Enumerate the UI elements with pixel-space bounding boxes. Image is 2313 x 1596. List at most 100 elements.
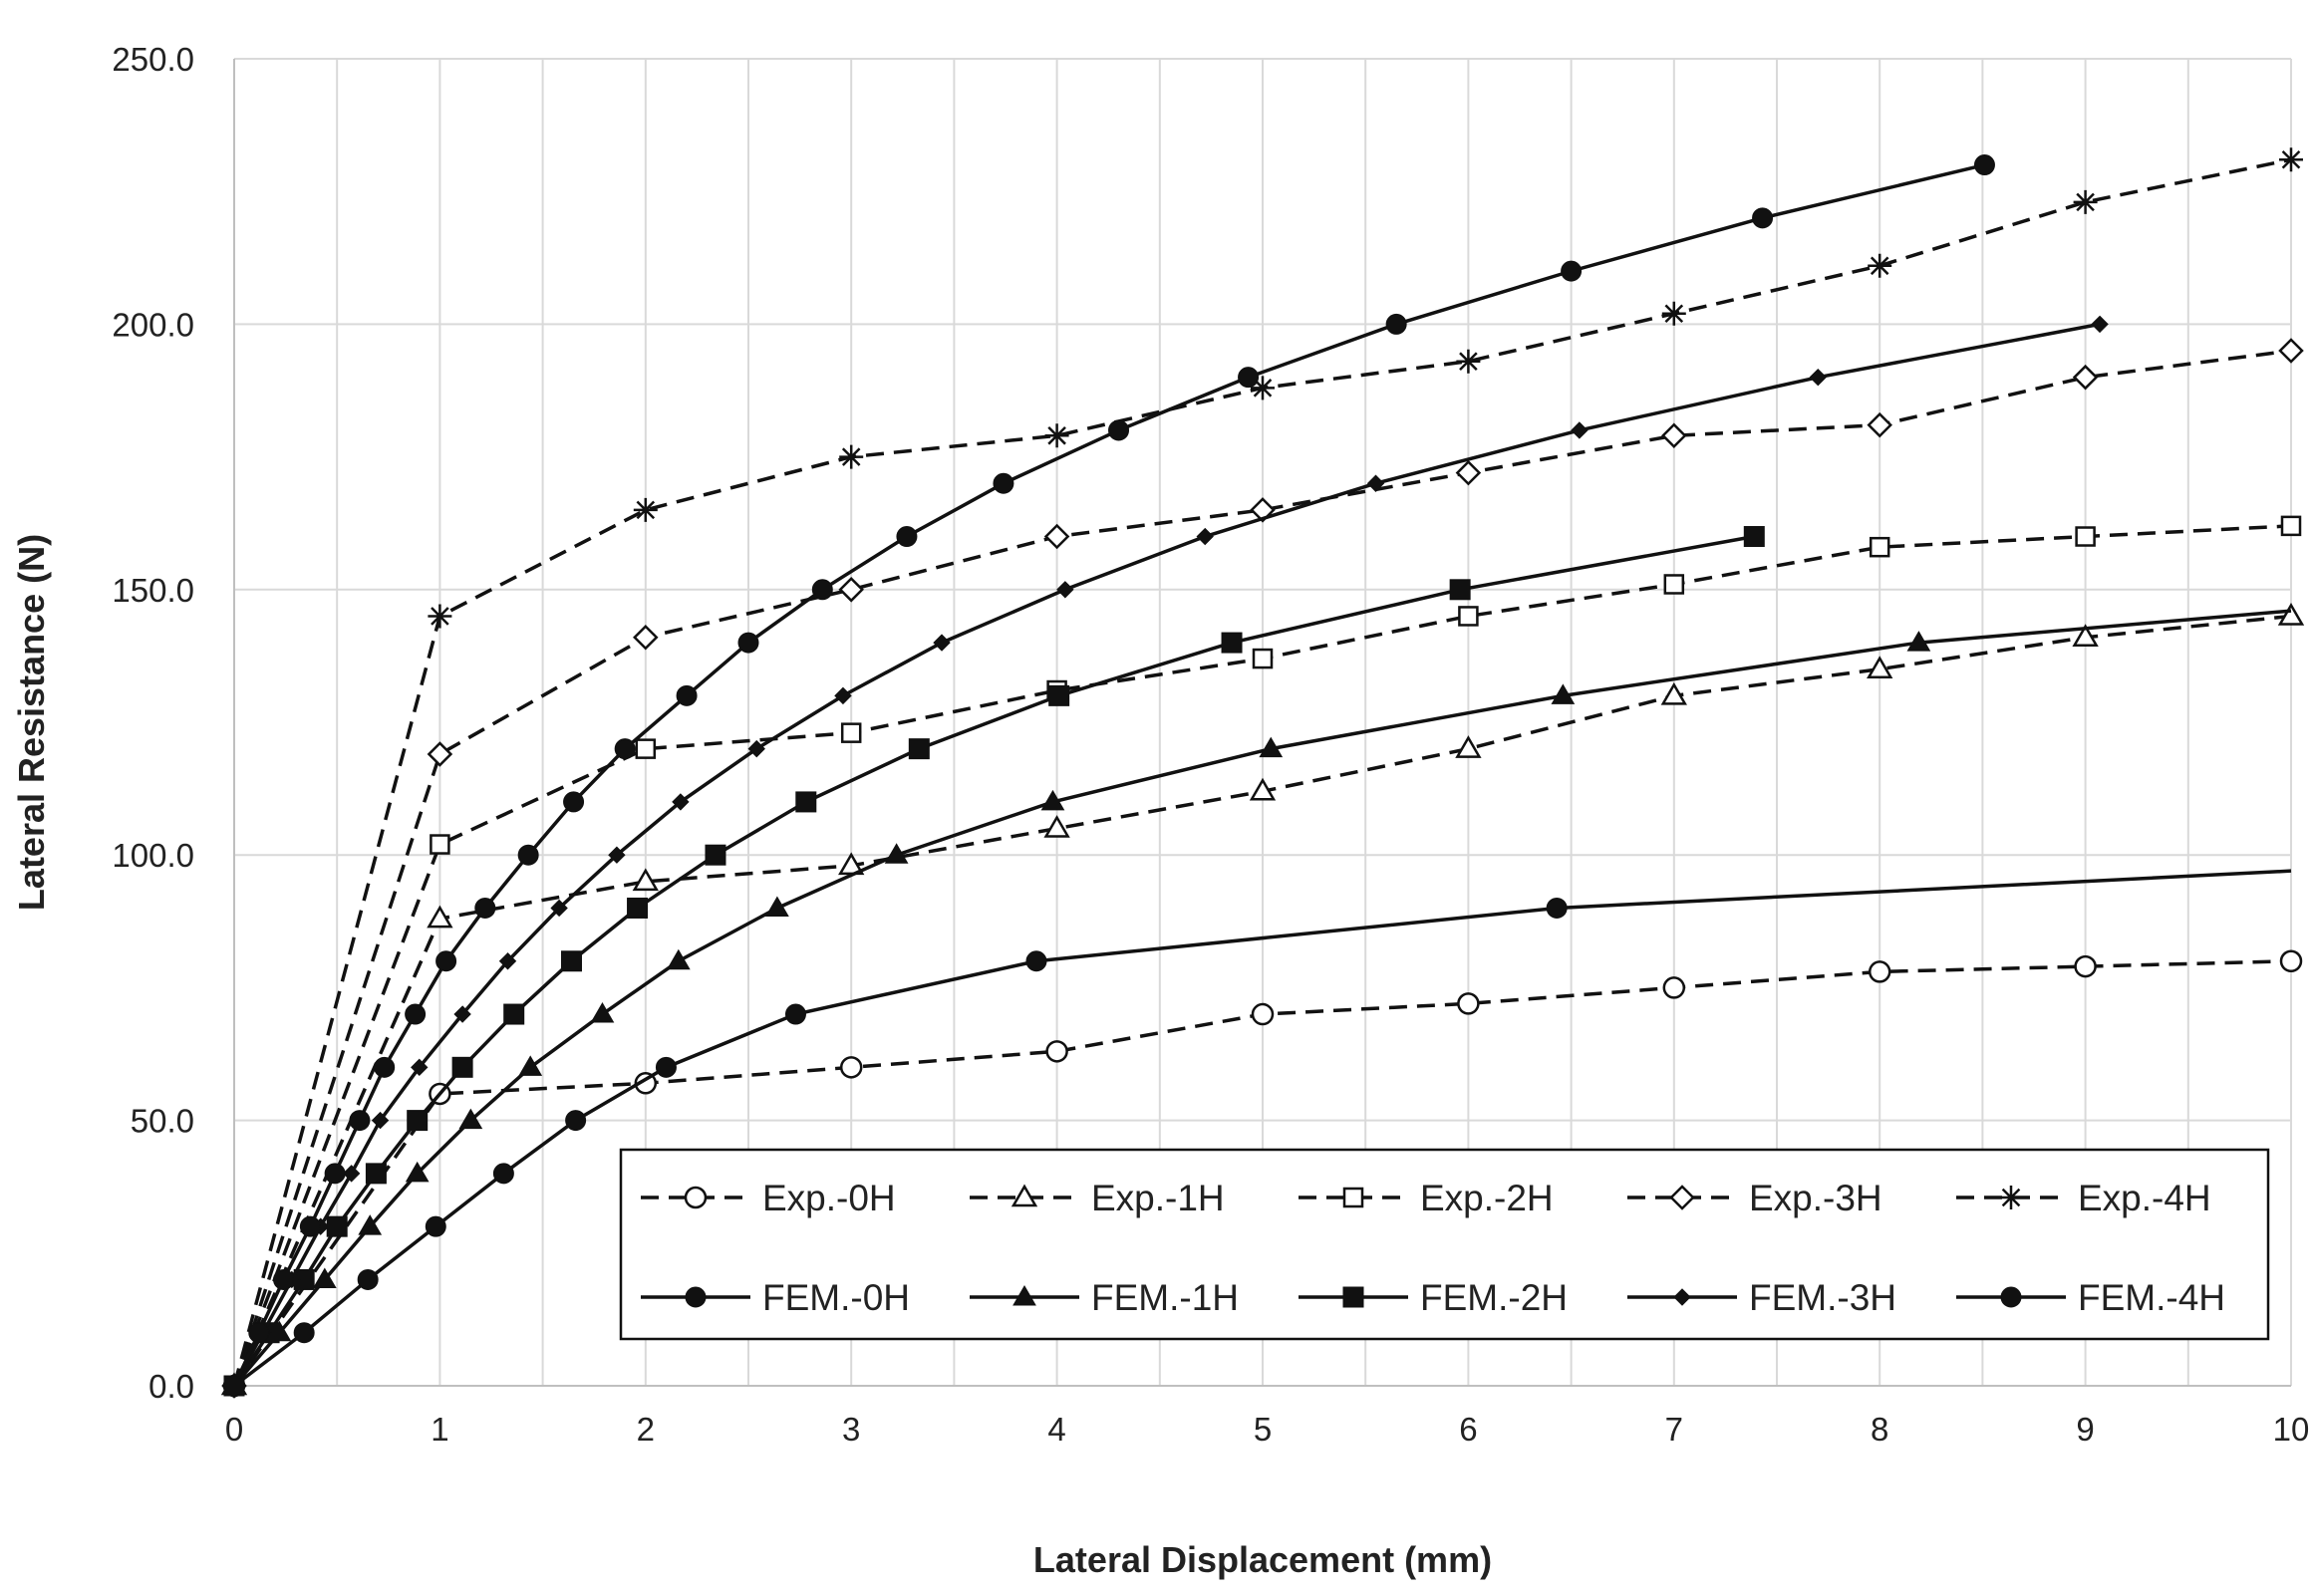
square-filled-marker	[627, 897, 649, 919]
legend-label: FEM.-3H	[1749, 1277, 1896, 1318]
circle-filled-marker	[248, 1322, 270, 1344]
circle-filled-marker	[614, 738, 636, 760]
triangle-open-marker	[2277, 602, 2305, 626]
circle-filled-marker	[324, 1163, 346, 1185]
y-axis-title: Lateral Resistance (N)	[11, 534, 52, 911]
x-tick-label: 2	[637, 1411, 655, 1448]
legend-label: Exp.-1H	[1091, 1178, 1225, 1218]
asterisk-marker	[428, 604, 452, 629]
asterisk-marker	[1868, 253, 1892, 278]
series-line	[232, 349, 2292, 1387]
diamond-open-marker	[1867, 411, 1892, 438]
x-axis-title: Lateral Displacement (mm)	[1033, 1539, 1492, 1580]
legend-entry: FEM.-4H	[1956, 1277, 2225, 1318]
legend-label: FEM.-2H	[1420, 1277, 1568, 1318]
square-open-marker	[840, 722, 862, 743]
legend-label: Exp.-3H	[1749, 1178, 1882, 1218]
circle-filled-marker	[1108, 419, 1130, 441]
legend-box	[619, 1148, 2270, 1341]
series-fem-2h	[223, 526, 1765, 1397]
circle-filled-marker	[993, 472, 1014, 494]
square-filled-marker	[1342, 1286, 1364, 1308]
circle-filled-marker	[357, 1268, 379, 1290]
square-open-marker	[1458, 606, 1479, 627]
legend-label: FEM.-0H	[762, 1277, 910, 1318]
diamond-filled-marker	[608, 846, 626, 864]
x-tick-label: 5	[1254, 1411, 1272, 1448]
legend-entry: Exp.-0H	[641, 1178, 896, 1218]
diamond-filled-marker	[834, 686, 852, 705]
circle-filled-marker	[349, 1110, 371, 1132]
circle-filled-marker	[1238, 367, 1260, 389]
square-open-marker	[2280, 515, 2302, 537]
diamond-filled-marker	[1196, 527, 1214, 546]
diamond-open-marker	[633, 624, 659, 651]
triangle-open-marker	[632, 868, 659, 892]
series-fem-1h	[222, 609, 2292, 1395]
diamond-filled-marker	[1809, 368, 1827, 387]
square-filled-marker	[407, 1110, 429, 1132]
y-tick-label: 250.0	[112, 41, 194, 78]
circle-filled-marker	[676, 684, 698, 706]
diamond-filled-marker	[1056, 581, 1074, 599]
circle-filled-marker	[1561, 260, 1583, 282]
square-filled-marker	[451, 1056, 473, 1078]
square-filled-marker	[1449, 579, 1471, 601]
circle-filled-marker	[896, 526, 918, 548]
x-tick-label: 10	[2273, 1411, 2310, 1448]
y-tick-label: 200.0	[112, 306, 194, 343]
triangle-filled-marker	[1259, 736, 1284, 758]
triangle-open-marker	[2072, 624, 2099, 648]
circle-filled-marker	[293, 1322, 315, 1344]
circle-filled-marker	[737, 632, 759, 654]
y-tick-label: 100.0	[112, 837, 194, 874]
square-open-marker	[1252, 648, 1274, 669]
x-tick-label: 3	[842, 1411, 860, 1448]
circle-filled-marker	[565, 1110, 587, 1132]
circle-filled-marker	[563, 791, 585, 813]
triangle-open-marker	[1455, 735, 1482, 758]
triangle-open-marker	[1660, 681, 1687, 705]
circle-filled-marker	[1025, 950, 1047, 972]
diamond-open-marker	[2278, 338, 2304, 364]
x-tick-label: 7	[1665, 1411, 1683, 1448]
circle-open-marker	[1251, 1002, 1275, 1026]
triangle-filled-marker	[1551, 683, 1576, 704]
square-filled-marker	[908, 738, 930, 760]
asterisk-marker	[1044, 423, 1069, 448]
circle-filled-marker	[1385, 313, 1407, 335]
circle-open-marker	[2074, 954, 2097, 978]
diamond-filled-marker	[747, 739, 765, 758]
asterisk-marker	[633, 497, 658, 522]
y-tick-label: 150.0	[112, 572, 194, 609]
circle-filled-marker	[299, 1215, 321, 1237]
circle-open-marker	[1045, 1040, 1068, 1063]
circle-open-marker	[684, 1186, 708, 1209]
circle-open-marker	[1662, 976, 1686, 999]
square-open-marker	[635, 738, 657, 759]
square-filled-marker	[705, 844, 726, 866]
diamond-filled-marker	[498, 952, 517, 970]
triangle-filled-marker	[518, 1055, 543, 1076]
series-group	[220, 147, 2305, 1399]
circle-filled-marker	[474, 897, 496, 919]
x-tick-label: 9	[2076, 1411, 2094, 1448]
series-fem-4h	[223, 154, 1995, 1397]
square-filled-marker	[365, 1163, 387, 1185]
circle-filled-marker	[655, 1056, 677, 1078]
diamond-open-marker	[1043, 523, 1070, 550]
legend-entry: FEM.-2H	[1299, 1277, 1568, 1318]
circle-filled-marker	[685, 1286, 707, 1308]
diamond-filled-marker	[1673, 1288, 1691, 1306]
diamond-filled-marker	[550, 899, 568, 918]
triangle-open-marker	[427, 905, 453, 929]
series-exp-0h	[222, 949, 2303, 1398]
triangle-filled-marker	[458, 1108, 483, 1130]
legend-label: Exp.-4H	[2078, 1178, 2211, 1218]
legend-entry: Exp.-3H	[1627, 1178, 1882, 1218]
circle-open-marker	[839, 1056, 863, 1079]
square-open-marker	[430, 834, 450, 855]
circle-filled-marker	[1546, 897, 1568, 919]
diamond-filled-marker	[371, 1111, 390, 1130]
